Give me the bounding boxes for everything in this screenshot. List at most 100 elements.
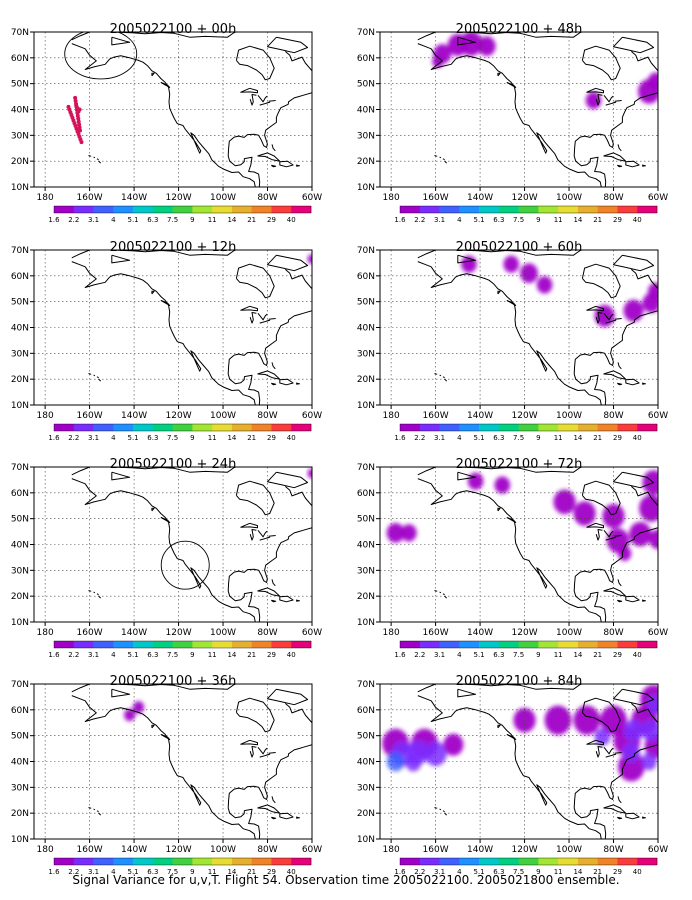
colorbar-label: 3.1 <box>88 434 99 442</box>
flight-point <box>76 109 81 114</box>
coastlines <box>71 467 312 622</box>
colorbar-swatch <box>133 641 154 648</box>
y-tick-label: 10N <box>357 401 375 411</box>
coastline <box>71 43 256 187</box>
colorbar-label: 11 <box>208 651 217 659</box>
colorbar-swatch <box>172 641 193 648</box>
island-outline <box>442 376 445 379</box>
coastline <box>581 480 621 516</box>
colorbar-label: 40 <box>287 651 296 659</box>
colorbar-label: 6.3 <box>147 216 158 224</box>
island-outline <box>595 746 603 758</box>
island-outline <box>497 507 501 512</box>
map-axes: 180 160W 140W 120W 100W 80W 60W 10N 20N 30N 40N 50N… <box>357 28 668 203</box>
island-outline <box>151 290 155 295</box>
y-tick-label: 30N <box>357 566 375 576</box>
y-tick-label: 40N <box>357 758 375 768</box>
x-tick-label: 140W <box>121 845 147 855</box>
colorbar-swatch <box>419 641 440 648</box>
island-outline <box>506 81 517 88</box>
colorbar-swatch <box>133 206 154 213</box>
island-outline <box>151 724 155 729</box>
coastline <box>573 92 658 187</box>
colorbar-swatch <box>558 641 579 648</box>
island-outline <box>88 590 92 592</box>
island-outline <box>271 599 277 603</box>
variance-area <box>646 694 658 715</box>
variance-area <box>124 708 136 722</box>
colorbar-swatch <box>231 206 252 213</box>
colorbar: 1.6 2.2 3.1 4 5.1 6.3 7.5 9 11 14 21 29 40 <box>48 857 312 876</box>
colorbar-swatch <box>212 206 233 213</box>
colorbar-label: 5.1 <box>474 651 485 659</box>
variance-area <box>641 719 658 742</box>
y-tick-label: 70N <box>357 463 375 473</box>
colorbar-label: 11 <box>208 868 217 876</box>
island-outline <box>268 535 276 537</box>
y-tick-label: 10N <box>357 618 375 628</box>
island-outline <box>617 796 622 804</box>
coastline <box>227 310 312 405</box>
colorbar-label: 2.2 <box>414 651 425 659</box>
y-tick-label: 70N <box>357 28 375 38</box>
observation-region-circle <box>160 540 210 590</box>
x-tick-label: 160W <box>77 411 103 421</box>
coastline <box>235 697 275 733</box>
island-outline <box>641 382 646 385</box>
colorbar-label: 6.3 <box>493 434 504 442</box>
variance-area <box>649 529 658 550</box>
colorbar-swatch <box>231 858 252 865</box>
colorbar-frame <box>53 205 312 214</box>
variance-area <box>544 705 572 735</box>
y-tick-label: 60N <box>11 706 29 716</box>
map-axes: 180 160W 140W 120W 100W 80W 60W 10N 20N 30N 40N 50N… <box>11 28 322 203</box>
island-outline <box>617 579 622 587</box>
x-tick-label: 100W <box>556 193 582 203</box>
variance-area <box>622 742 641 763</box>
coastline <box>417 250 581 259</box>
island-outline <box>257 746 268 755</box>
coastline <box>71 478 256 622</box>
y-tick-label: 50N <box>11 732 29 742</box>
island-outline <box>268 100 276 102</box>
signal-variance-field <box>307 468 312 479</box>
island-outline <box>259 101 271 106</box>
x-tick-label: 60W <box>648 845 668 855</box>
x-tick-label: 60W <box>302 411 322 421</box>
island-outline <box>641 816 646 819</box>
colorbar-label: 1.6 <box>48 651 60 659</box>
y-tick-label: 60N <box>357 54 375 64</box>
colorbar-label: 5.1 <box>474 868 485 876</box>
island-outline <box>257 152 281 162</box>
island-outline <box>151 507 155 512</box>
flight-point <box>75 113 80 118</box>
island-outline <box>586 305 604 312</box>
island-outline <box>603 312 614 321</box>
colorbar-swatch <box>498 641 519 648</box>
coastline <box>417 32 581 41</box>
island-outline <box>271 382 277 386</box>
island-outline <box>641 164 646 167</box>
y-tick-label: 50N <box>357 298 375 308</box>
colorbar-label: 6.3 <box>147 434 158 442</box>
island-outline <box>442 810 445 813</box>
colorbar-swatch <box>54 206 75 213</box>
y-tick-label: 20N <box>11 157 29 167</box>
colorbar-swatch <box>54 641 75 648</box>
coastlines <box>71 250 312 405</box>
colorbar-swatch <box>538 858 559 865</box>
coastline <box>581 45 621 81</box>
colorbar-swatch <box>192 858 213 865</box>
colorbar-label: 7.5 <box>167 434 178 442</box>
y-tick-label: 30N <box>11 349 29 359</box>
map-axes: 180 160W 140W 120W 100W 80W 60W 10N 20N 30N 40N 50N… <box>357 680 668 855</box>
island-outline <box>497 290 501 295</box>
island-outline <box>605 101 617 106</box>
colorbar-swatch <box>172 858 193 865</box>
coastline <box>417 684 581 693</box>
y-tick-label: 50N <box>357 80 375 90</box>
island-outline <box>617 382 623 386</box>
island-outline <box>605 536 617 541</box>
map-svg: 180 160W 140W 120W 100W 80W 60W 10N 20N 30N 40N 50N… <box>11 246 322 442</box>
x-tick-label: 80W <box>603 411 623 421</box>
